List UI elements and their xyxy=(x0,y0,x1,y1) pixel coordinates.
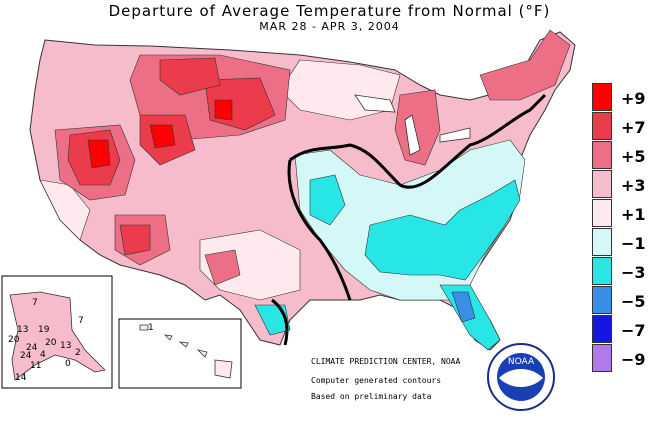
credit-data: Based on preliminary data xyxy=(311,392,432,401)
legend-label: +9 xyxy=(621,89,646,108)
legend-label: −1 xyxy=(621,234,646,253)
zero-contour-gulf xyxy=(271,298,289,346)
legend-entry: −1 xyxy=(591,228,659,257)
hawaii-islands xyxy=(139,324,233,379)
contour-plus-5-texas xyxy=(204,249,241,286)
contour-plus-1-south xyxy=(199,229,301,301)
alaska-value: 14 xyxy=(15,373,27,383)
contour-plus-7-arizona xyxy=(119,224,151,256)
legend-entry: −5 xyxy=(591,286,659,315)
alaska-value: 20 xyxy=(8,335,20,345)
legend-entry: +3 xyxy=(591,170,659,199)
legend-entry: +5 xyxy=(591,141,659,170)
contour-plus-1-west xyxy=(39,179,91,241)
noaa-logo: NOAA xyxy=(487,343,555,411)
map-title: Departure of Average Temperature from No… xyxy=(108,2,551,20)
legend-label: +7 xyxy=(621,118,646,137)
legend-entry: +9 xyxy=(591,83,659,112)
legend-swatch xyxy=(592,286,612,314)
alaska-value: 2 xyxy=(75,348,81,358)
legend-label: +5 xyxy=(621,147,646,166)
legend-swatch xyxy=(592,83,612,111)
legend-swatch xyxy=(592,315,612,343)
legend-label: −9 xyxy=(621,350,646,369)
map-subtitle-date-range: MAR 28 - APR 3, 2004 xyxy=(259,20,400,33)
legend-label: +3 xyxy=(621,176,646,195)
legend-swatch xyxy=(592,228,612,256)
noaa-logo-text: NOAA xyxy=(508,357,535,367)
credit-contours: Computer generated contours xyxy=(311,376,442,385)
legend-swatch xyxy=(592,344,612,372)
alaska-value: 20 xyxy=(45,338,57,348)
alaska-value: 13 xyxy=(60,341,71,351)
legend-entry: +7 xyxy=(591,112,659,141)
legend-label: +1 xyxy=(621,205,646,224)
contour-plus-9-dakota xyxy=(214,99,233,121)
contour-plus-9-wyoming xyxy=(149,124,176,149)
legend-entry: −9 xyxy=(591,344,659,373)
legend-swatch xyxy=(592,141,612,169)
alaska-outline xyxy=(9,291,106,381)
zero-contour-south xyxy=(287,159,352,301)
hawaii-value: 1 xyxy=(148,323,154,333)
alaska-value: 24 xyxy=(20,351,32,361)
alaska-value: 24 xyxy=(26,343,38,353)
legend-label: −7 xyxy=(621,321,646,340)
legend-swatch xyxy=(592,170,612,198)
alaska-value: 11 xyxy=(30,361,41,371)
legend-swatch xyxy=(592,257,612,285)
contour-plus-5-northeast xyxy=(479,29,571,101)
contour-plus-9-nevada xyxy=(87,139,111,169)
great-lakes xyxy=(354,94,471,156)
contour-plus-7-montana xyxy=(159,57,221,96)
legend-entry: −3 xyxy=(591,257,659,286)
alaska-value: 0 xyxy=(65,359,71,369)
alaska-value: 7 xyxy=(78,316,84,326)
alaska-value: 4 xyxy=(40,350,46,360)
legend-entry: +1 xyxy=(591,199,659,228)
alaska-value: 7 xyxy=(32,298,38,308)
zero-contour-main xyxy=(289,93,547,189)
color-legend: +9 +7 +5 +3 +1 −1 −3 −5 −7 −9 xyxy=(591,83,659,373)
alaska-value: 13 xyxy=(17,325,28,335)
legend-entry: −7 xyxy=(591,315,659,344)
alaska-value: 19 xyxy=(38,325,50,335)
legend-label: −3 xyxy=(621,263,646,282)
credit-center: CLIMATE PREDICTION CENTER, NOAA xyxy=(311,357,461,366)
hawaii-inset-frame xyxy=(118,318,242,389)
contour-minus-5-florida xyxy=(451,291,476,323)
legend-swatch xyxy=(592,199,612,227)
contour-plus-5-great-lakes xyxy=(394,89,441,166)
legend-label: −5 xyxy=(621,292,646,311)
legend-swatch xyxy=(592,112,612,140)
contour-minus-3-southeast xyxy=(364,179,521,281)
contour-minus-3-midwest xyxy=(309,174,346,226)
